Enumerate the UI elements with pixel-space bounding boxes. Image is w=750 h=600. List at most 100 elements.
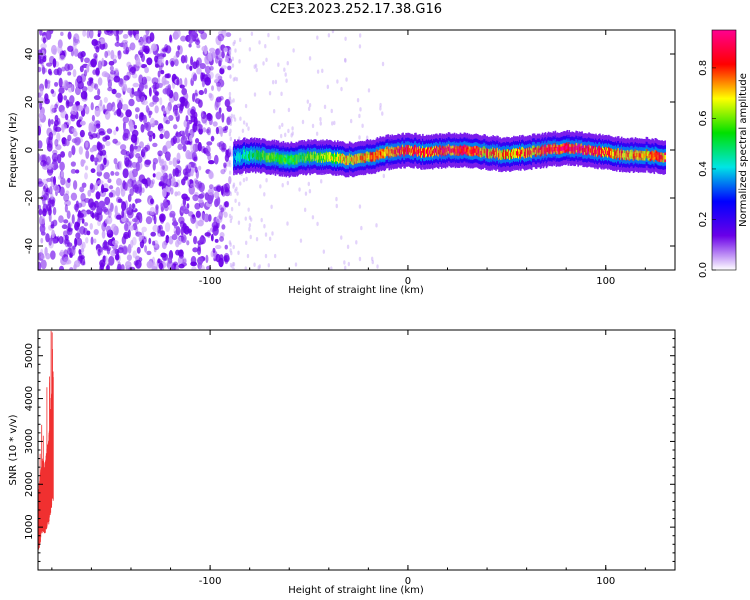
noise-speckle bbox=[125, 109, 132, 118]
noise-speckle bbox=[38, 66, 42, 73]
ridge-cell bbox=[298, 155, 301, 160]
ridge-cell bbox=[413, 149, 415, 154]
noise-speckle bbox=[104, 110, 111, 120]
ridge-cell bbox=[320, 154, 322, 159]
noise-speckle bbox=[74, 101, 81, 106]
x-tick-label: -100 bbox=[199, 576, 222, 587]
ridge-cell bbox=[236, 155, 238, 160]
ridge-cell bbox=[243, 152, 245, 157]
ridge-cell bbox=[428, 150, 431, 155]
ridge-cell bbox=[611, 151, 614, 157]
ridge-cell bbox=[270, 155, 273, 160]
noise-speckle bbox=[139, 37, 146, 42]
noise-speckle bbox=[255, 67, 258, 73]
noise-speckle bbox=[95, 67, 100, 76]
noise-speckle bbox=[60, 151, 66, 158]
noise-speckle bbox=[122, 246, 128, 255]
noise-speckle bbox=[253, 262, 256, 267]
ridge-cell bbox=[417, 149, 419, 155]
noise-speckle bbox=[56, 117, 61, 125]
noise-speckle bbox=[277, 35, 280, 41]
noise-speckle bbox=[71, 246, 76, 256]
ridge-cell bbox=[602, 148, 604, 154]
noise-speckle bbox=[99, 163, 105, 171]
ridge-cell bbox=[279, 157, 282, 162]
noise-speckle bbox=[130, 239, 134, 248]
x-tick-label: 0 bbox=[405, 276, 411, 287]
ridge-cell bbox=[393, 149, 395, 155]
ridge-cell bbox=[382, 151, 385, 156]
noise-speckle bbox=[188, 230, 192, 237]
ridge-cell bbox=[652, 153, 655, 158]
noise-speckle bbox=[220, 65, 227, 70]
noise-speckle bbox=[196, 67, 202, 75]
ridge-cell bbox=[304, 155, 306, 161]
ridge-cell bbox=[446, 148, 449, 153]
noise-speckle bbox=[68, 150, 72, 158]
noise-speckle bbox=[220, 127, 223, 138]
ridge-cell bbox=[322, 154, 324, 159]
ridge-cell bbox=[583, 148, 585, 153]
ridge-cell bbox=[449, 148, 452, 153]
noise-speckle bbox=[107, 202, 114, 211]
noise-speckle bbox=[178, 216, 185, 224]
noise-speckle bbox=[122, 121, 126, 132]
y-tick-label: 3000 bbox=[24, 429, 35, 454]
noise-speckle bbox=[90, 168, 96, 174]
noise-speckle bbox=[253, 92, 257, 97]
noise-speckle bbox=[206, 141, 213, 146]
ridge-cell bbox=[274, 156, 277, 162]
noise-speckle bbox=[94, 182, 99, 191]
noise-speckle bbox=[191, 266, 197, 270]
ridge-cell bbox=[239, 155, 241, 160]
noise-speckle bbox=[161, 188, 167, 198]
noise-speckle bbox=[250, 31, 254, 36]
noise-speckle bbox=[129, 172, 134, 179]
noise-speckle bbox=[94, 107, 101, 117]
noise-speckle bbox=[223, 47, 228, 53]
ridge-cell bbox=[529, 150, 532, 155]
ridge-cell bbox=[277, 155, 280, 160]
noise-speckle bbox=[197, 219, 204, 227]
noise-speckle bbox=[93, 229, 99, 235]
ridge-cell bbox=[283, 157, 286, 163]
noise-speckle bbox=[42, 208, 47, 217]
noise-speckle bbox=[260, 217, 263, 223]
noise-speckle bbox=[298, 187, 301, 192]
ridge-cell bbox=[384, 151, 387, 156]
noise-speckle bbox=[98, 200, 106, 209]
noise-speckle bbox=[152, 224, 159, 232]
noise-speckle bbox=[123, 42, 126, 52]
noise-speckle bbox=[50, 104, 55, 114]
noise-speckle bbox=[331, 30, 335, 34]
noise-speckle bbox=[59, 161, 65, 171]
noise-speckle bbox=[122, 103, 129, 111]
noise-speckle bbox=[180, 227, 184, 236]
ridge-cell bbox=[498, 153, 500, 158]
noise-speckle bbox=[133, 124, 138, 129]
ridge-cell bbox=[566, 144, 569, 149]
ridge-cell bbox=[391, 149, 394, 154]
noise-speckle bbox=[267, 263, 270, 268]
noise-speckle bbox=[228, 91, 232, 97]
noise-speckle bbox=[199, 62, 206, 70]
ridge-cell bbox=[448, 147, 451, 152]
noise-speckle bbox=[105, 225, 112, 234]
ridge-cell bbox=[513, 150, 515, 155]
ridge-cell bbox=[291, 157, 294, 162]
noise-speckle bbox=[110, 202, 114, 213]
ridge-cell bbox=[570, 146, 573, 152]
noise-speckle bbox=[187, 163, 192, 170]
noise-speckle bbox=[237, 220, 241, 225]
ridge-cell bbox=[635, 152, 638, 158]
noise-speckle bbox=[214, 238, 219, 243]
ridge-cell bbox=[596, 149, 598, 155]
noise-speckle bbox=[211, 51, 216, 59]
noise-speckle bbox=[186, 203, 190, 209]
noise-speckle bbox=[45, 30, 52, 41]
noise-speckle bbox=[113, 130, 117, 136]
noise-speckle bbox=[195, 210, 201, 218]
noise-speckle bbox=[198, 99, 203, 108]
noise-speckle bbox=[107, 178, 112, 184]
ridge-cell bbox=[246, 153, 248, 158]
